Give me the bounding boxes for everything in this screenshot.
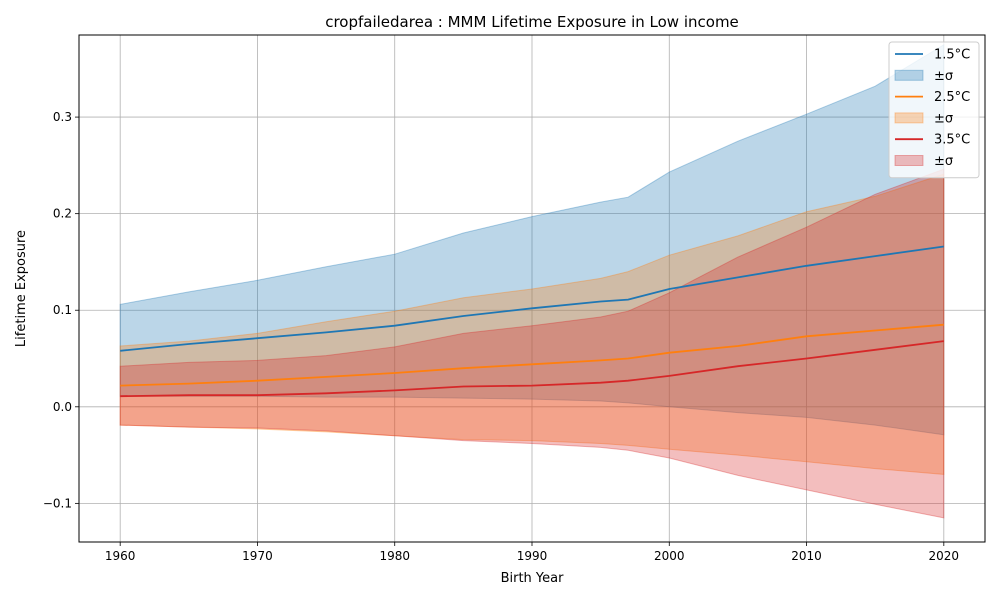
mean-line-series-1 <box>120 323 944 387</box>
x-tick-label: 1990 <box>517 549 548 563</box>
x-tick-label: 1960 <box>105 549 136 563</box>
legend-box <box>888 41 980 179</box>
mean-line-series-0 <box>120 245 944 352</box>
legend-label: 3.5°C <box>934 133 970 148</box>
x-tick-label: 1980 <box>379 549 410 563</box>
x-tick-label: 2000 <box>654 549 685 563</box>
y-tick-label: 0.0 <box>53 400 72 414</box>
legend-label: ±σ <box>934 111 953 126</box>
band-series-1 <box>119 173 945 475</box>
x-axis-ticks: 1960 1970 1980 1990 2000 2010 2020 <box>105 542 959 563</box>
mean-lines <box>120 245 944 398</box>
legend-band-swatch <box>894 112 924 124</box>
y-axis-label: Lifetime Exposure <box>14 230 29 347</box>
legend-label: 2.5°C <box>934 90 970 105</box>
legend-label: ±σ <box>934 69 953 84</box>
legend-band-swatch <box>894 155 924 166</box>
chart-title: cropfailedarea : MMM Lifetime Exposure i… <box>325 13 739 31</box>
band-series-0 <box>119 43 945 436</box>
y-tick-label: 0.1 <box>53 303 72 317</box>
mean-line-series-2 <box>120 340 944 398</box>
legend-label: ±σ <box>934 154 953 169</box>
y-axis-ticks: −0.1 0.0 0.1 0.2 0.3 <box>43 110 79 510</box>
legend-label: 1.5°C <box>934 48 970 63</box>
y-tick-label: 0.2 <box>53 207 72 221</box>
band-series-2 <box>119 168 945 519</box>
legend-band-swatch <box>894 69 924 81</box>
y-tick-label: 0.3 <box>53 110 72 124</box>
uncertainty-bands <box>119 43 945 519</box>
x-axis-label: Birth Year <box>501 571 565 586</box>
x-tick-label: 2020 <box>929 549 960 563</box>
x-tick-label: 1970 <box>242 549 273 563</box>
y-tick-label: −0.1 <box>43 496 72 510</box>
x-tick-label: 2010 <box>791 549 822 563</box>
legend: 1.5°C ±σ 2.5°C ±σ 3.5°C ±σ <box>888 41 980 179</box>
